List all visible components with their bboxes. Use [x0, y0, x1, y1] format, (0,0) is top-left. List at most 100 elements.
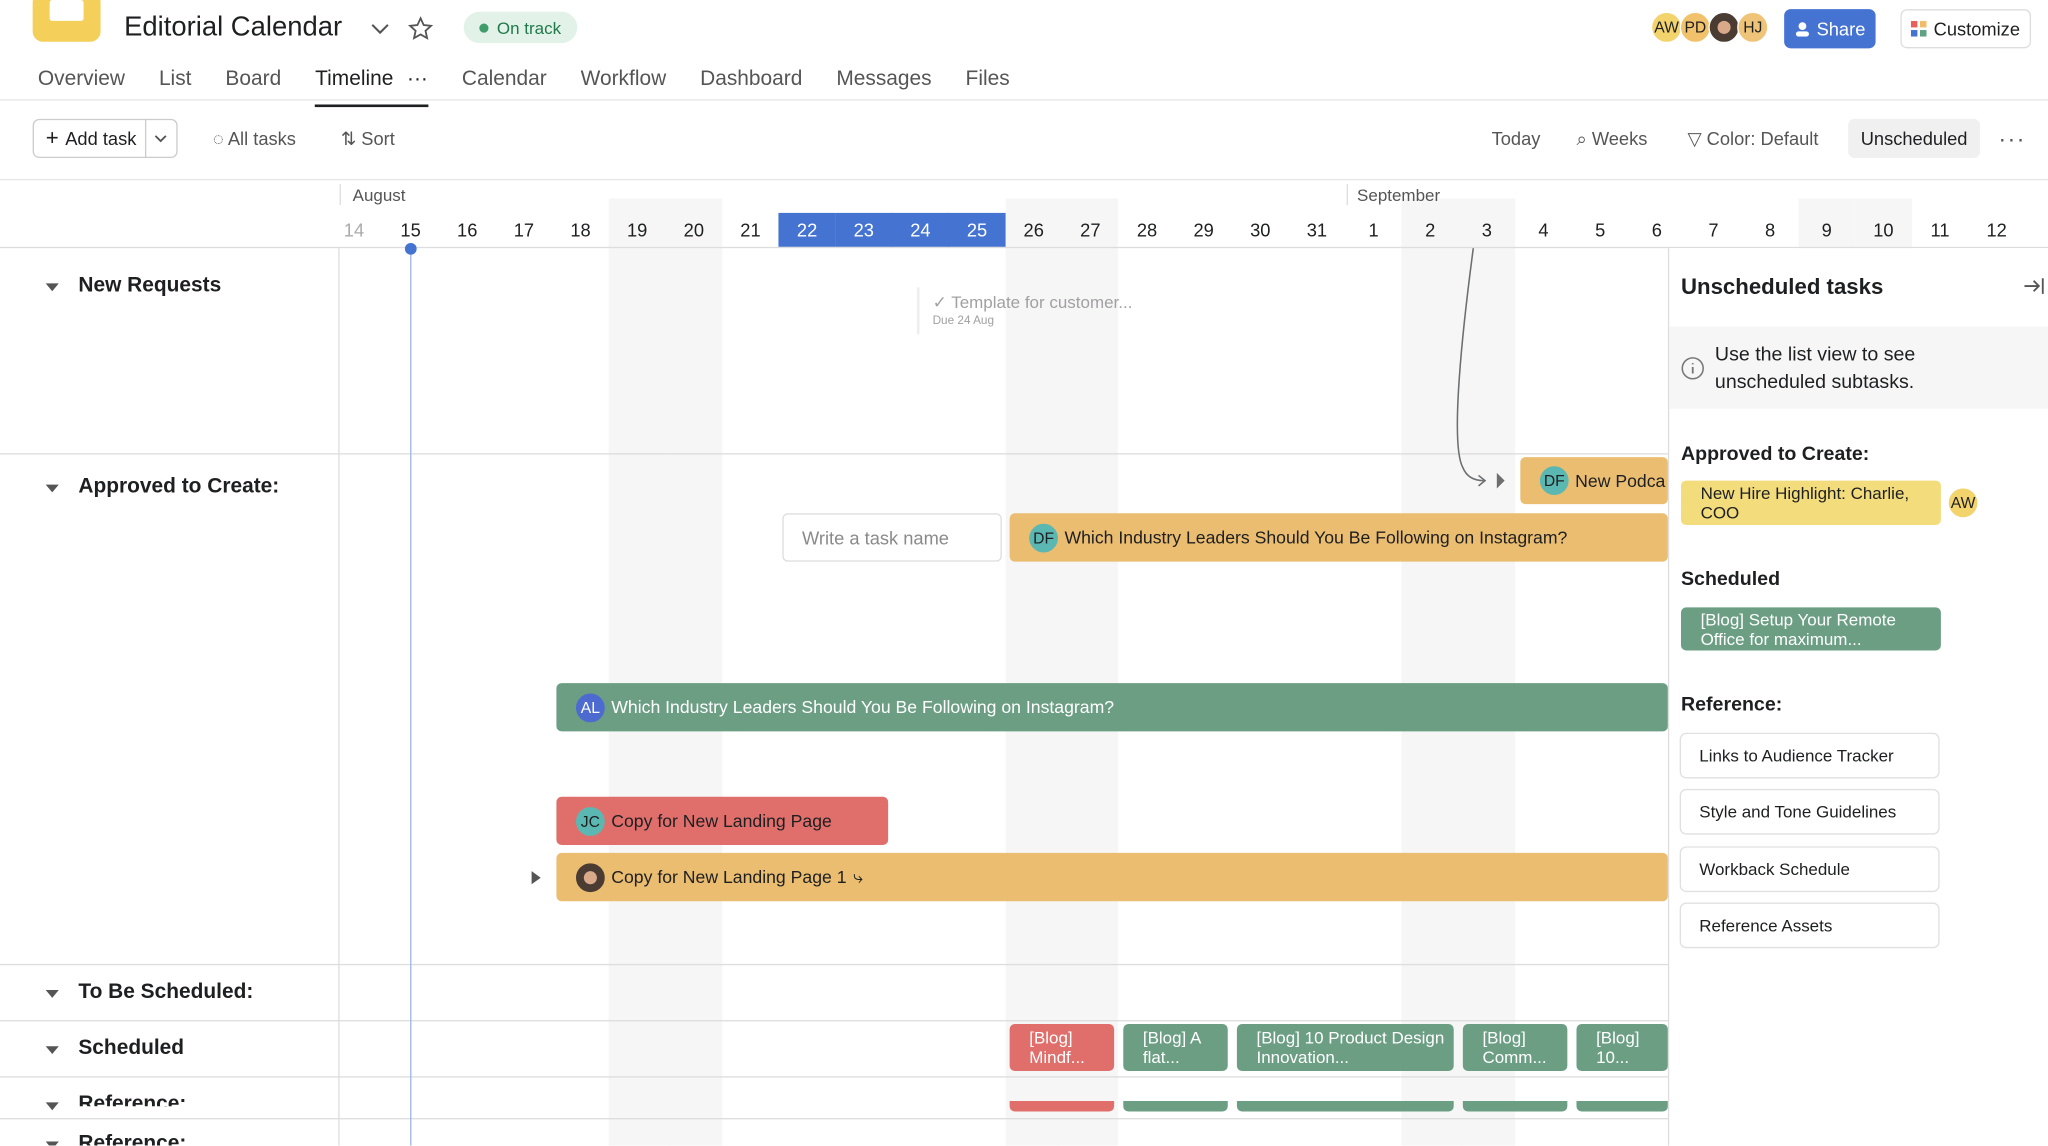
today-button[interactable]: Today: [1491, 127, 1541, 149]
favorite-star[interactable]: [407, 16, 434, 42]
title-dropdown[interactable]: [370, 18, 391, 39]
task-bar-partial: [1576, 1101, 1668, 1112]
tab[interactable]: Board: [225, 68, 281, 107]
all-tasks-filter[interactable]: ◌ All tasks: [212, 127, 296, 149]
tab-label: Board: [225, 67, 282, 91]
tab[interactable]: Messages: [836, 68, 931, 107]
all-tasks-label: All tasks: [227, 127, 296, 149]
day-label: 16: [457, 219, 478, 241]
section-title[interactable]: New Requests: [78, 274, 222, 297]
day-label: 25: [966, 219, 988, 241]
input-placeholder: Write a task name: [801, 527, 949, 548]
unscheduled-panel: Unscheduled tasks Use the list view to s…: [1667, 248, 2048, 1146]
scheduled-task[interactable]: [Blog] A flat...: [1123, 1023, 1228, 1072]
add-task-button[interactable]: + Add task: [32, 118, 178, 159]
tab[interactable]: List: [159, 68, 192, 107]
weekend-column: [665, 198, 723, 1146]
day-label: 11: [1930, 219, 1950, 241]
section-title[interactable]: To Be Scheduled:: [78, 980, 254, 1004]
panel-title: Unscheduled tasks: [1680, 274, 1884, 300]
task-bar[interactable]: AL Which Industry Leaders Should You Be F…: [556, 683, 1668, 732]
reference-task[interactable]: Workback Schedule: [1679, 845, 1940, 892]
day-label: 20: [683, 219, 704, 241]
scheduled-task[interactable]: [Blog] 10 Product Design Innovation...: [1236, 1023, 1454, 1072]
divider: [0, 99, 2048, 101]
reference-task[interactable]: Links to Audience Tracker: [1679, 732, 1940, 779]
reference-task[interactable]: Style and Tone Guidelines: [1679, 789, 1940, 835]
task-bar[interactable]: JC Copy for New Landing Page: [556, 796, 889, 846]
day-label: 1: [1368, 219, 1379, 241]
collapse-panel[interactable]: [2022, 276, 2046, 297]
task-bar-partial: [1009, 1101, 1115, 1112]
day-label: 9: [1821, 219, 1832, 241]
tab-label: Files: [965, 67, 1010, 91]
task-name: New Podca: [1575, 470, 1666, 491]
tab-label: Overview: [37, 67, 125, 91]
reference-task[interactable]: Reference Assets: [1679, 902, 1940, 949]
day-label: 15: [400, 219, 421, 241]
tab-bar: Overview List Board Timeline ··· Calendar Wor…: [38, 68, 1010, 108]
status-pill[interactable]: On track: [463, 11, 578, 44]
day-label: 3: [1481, 219, 1492, 241]
day-label: 26: [1023, 219, 1044, 241]
expand-subtasks[interactable]: [530, 870, 543, 886]
assignee-avatar: AL: [574, 691, 607, 723]
task-bar-partial: [1462, 1101, 1568, 1112]
more-button[interactable]: ···: [1998, 125, 2026, 152]
tab-label: Calendar: [461, 67, 547, 91]
day-label: 27: [1080, 219, 1101, 241]
tab[interactable]: Timeline ···: [315, 68, 428, 108]
share-button[interactable]: Share: [1784, 9, 1876, 49]
month-label: September: [1357, 185, 1441, 206]
tab[interactable]: Workflow: [581, 68, 667, 107]
customize-button[interactable]: Customize: [1900, 9, 2032, 49]
scheduled-task[interactable]: [Blog] Comm...: [1462, 1023, 1568, 1072]
scheduled-task[interactable]: [Blog] Mindf...: [1009, 1023, 1115, 1072]
tab-label: Messages: [836, 67, 932, 91]
unscheduled-task[interactable]: New Hire Highlight: Charlie, COO: [1680, 480, 1941, 526]
day-label: 4: [1538, 219, 1549, 241]
section: Reference:: [0, 1076, 1668, 1118]
task-name-input[interactable]: Write a task name: [782, 513, 1002, 562]
dependency-arrow: [1456, 248, 1505, 489]
section-title[interactable]: Reference:: [78, 1093, 187, 1107]
tab-label: Workflow: [580, 67, 667, 91]
day-label: 12: [1986, 219, 2007, 241]
unscheduled-toggle[interactable]: Unscheduled: [1848, 118, 1981, 159]
section: To Be Scheduled:: [0, 963, 1668, 1020]
task-bar[interactable]: Copy for New Landing Page 1 ⤷: [556, 852, 1668, 902]
month-divider: [1346, 184, 1348, 206]
section-title[interactable]: Scheduled: [78, 1037, 185, 1060]
selected-day: [778, 212, 837, 247]
task-bar[interactable]: DF New Podca: [1520, 457, 1668, 505]
member-avatar[interactable]: AW: [1650, 11, 1683, 44]
section: Scheduled: [0, 1020, 1668, 1076]
sort-button[interactable]: ⇅ Sort: [340, 127, 395, 149]
task-due: Due 24 Aug: [932, 313, 995, 327]
member-photo[interactable]: [1708, 11, 1740, 44]
member-avatar[interactable]: HJ: [1737, 11, 1769, 44]
assignee-avatar: DF: [1027, 521, 1060, 554]
add-task-label: Add task: [65, 127, 137, 149]
section-title[interactable]: Approved to Create:: [78, 475, 280, 498]
member-avatar[interactable]: PD: [1679, 11, 1712, 44]
task-bar[interactable]: DF Which Industry Leaders Should You Be F…: [1009, 513, 1668, 562]
day-label: 7: [1708, 219, 1719, 241]
tab[interactable]: Overview: [38, 68, 125, 107]
color-label: Color: Default: [1706, 127, 1819, 149]
section: Reference:: [0, 1118, 1668, 1146]
section-title[interactable]: Reference:: [78, 1132, 187, 1146]
section: Approved to Create:: [0, 453, 1668, 964]
day-label: 31: [1306, 219, 1328, 241]
task-ghost[interactable]: ✓ Template for customer... Due 24 Aug: [916, 287, 1165, 335]
tab[interactable]: Files: [966, 68, 1010, 107]
scheduled-task[interactable]: [Blog] 10...: [1576, 1023, 1668, 1072]
zoom-button[interactable]: ⌕ Weeks: [1576, 127, 1648, 149]
tab[interactable]: Calendar: [462, 68, 547, 107]
color-button[interactable]: ▽ Color: Default: [1687, 127, 1819, 149]
tab[interactable]: Dashboard: [700, 68, 802, 107]
task-bar-partial: [1236, 1101, 1454, 1112]
unscheduled-task[interactable]: [Blog] Setup Your Remote Office for maxi…: [1680, 607, 1941, 651]
